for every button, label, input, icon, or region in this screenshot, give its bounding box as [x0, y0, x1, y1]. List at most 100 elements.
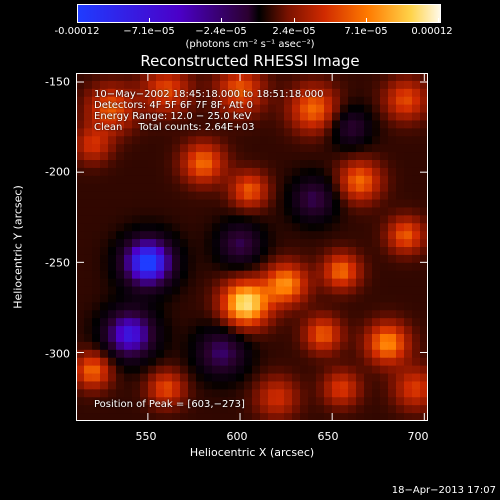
- heatmap-cell: [348, 191, 357, 201]
- heatmap-cell: [164, 112, 173, 122]
- heatmap-cell: [324, 223, 333, 232]
- heatmap-cell: [276, 247, 285, 256]
- heatmap-cell: [356, 349, 365, 359]
- heatmap-cell: [356, 175, 365, 185]
- heatmap-cell: [372, 326, 381, 335]
- heatmap-cell: [164, 294, 173, 303]
- heatmap-cell: [396, 120, 405, 129]
- heatmap-cell: [284, 397, 293, 406]
- heatmap-cell: [172, 104, 181, 114]
- heatmap-cell: [260, 247, 269, 256]
- heatmap-cell: [276, 357, 285, 367]
- heatmap-cell: [212, 104, 221, 114]
- heatmap-cell: [228, 223, 237, 232]
- heatmap-cell: [236, 286, 245, 296]
- heatmap-cell: [100, 207, 109, 216]
- colorbar-tick-label: -0.00012: [54, 26, 100, 37]
- heatmap-cell: [84, 381, 93, 390]
- heatmap-cell: [100, 278, 109, 288]
- heatmap-cell: [308, 270, 317, 280]
- heatmap-cell: [340, 357, 349, 367]
- colorbar-tick-label: 7.1e−05: [344, 26, 388, 37]
- heatmap-cell: [132, 310, 141, 319]
- heatmap-cell: [172, 160, 181, 169]
- heatmap-cell: [228, 373, 237, 383]
- heatmap-cell: [148, 120, 157, 129]
- heatmap-cell: [372, 302, 381, 311]
- heatmap-cell: [180, 167, 189, 177]
- heatmap-cell: [356, 239, 365, 248]
- heatmap-cell: [268, 167, 277, 177]
- heatmap-cell: [284, 231, 293, 240]
- heatmap-cell: [124, 326, 133, 335]
- heatmap-cell: [172, 294, 181, 303]
- heatmap-cell: [164, 80, 173, 90]
- heatmap-cell: [292, 389, 301, 398]
- heatmap-cell: [396, 112, 405, 122]
- heatmap-cell: [356, 365, 365, 375]
- heatmap-cell: [244, 326, 253, 335]
- heatmap-cell: [396, 318, 405, 327]
- heatmap-cell: [284, 334, 293, 343]
- heatmap-cell: [316, 262, 325, 272]
- heatmap-cell: [100, 294, 109, 303]
- heatmap-cell: [108, 294, 117, 303]
- heatmap-cell: [156, 310, 165, 319]
- heatmap-cell: [316, 73, 325, 82]
- heatmap-cell: [396, 334, 405, 343]
- heatmap-cell: [308, 381, 317, 390]
- heatmap-cell: [156, 247, 165, 256]
- heatmap-cell: [84, 160, 93, 169]
- heatmap-cell: [396, 405, 405, 414]
- heatmap-cell: [204, 278, 213, 288]
- heatmap-cell: [268, 318, 277, 327]
- heatmap-cell: [396, 183, 405, 193]
- heatmap-cell: [236, 136, 245, 145]
- heatmap-cell: [212, 183, 221, 193]
- heatmap-cell: [124, 73, 133, 82]
- heatmap-cell: [188, 152, 197, 161]
- heatmap-cell: [348, 349, 357, 359]
- heatmap-cell: [116, 413, 125, 421]
- heatmap-cell: [244, 389, 253, 398]
- heatmap-cell: [284, 167, 293, 177]
- heatmap-cell: [300, 405, 309, 414]
- heatmap-cell: [292, 334, 301, 343]
- heatmap-cell: [228, 175, 237, 185]
- heatmap-cell: [364, 160, 373, 169]
- heatmap-cell: [164, 104, 173, 114]
- heatmap-cell: [412, 239, 421, 248]
- heatmap-cell: [316, 270, 325, 280]
- heatmap-cell: [396, 373, 405, 383]
- heatmap-cell: [332, 310, 341, 319]
- heatmap-cell: [260, 112, 269, 122]
- heatmap-cell: [292, 286, 301, 296]
- heatmap-cell: [372, 405, 381, 414]
- heatmap-cell: [308, 136, 317, 145]
- heatmap-cell: [252, 88, 261, 98]
- heatmap-cell: [140, 373, 149, 383]
- heatmap-cell: [252, 167, 261, 177]
- heatmap-cell: [100, 239, 109, 248]
- heatmap-cell: [100, 191, 109, 201]
- colorbar-tickmark: [149, 18, 150, 22]
- heatmap-cell: [212, 254, 221, 264]
- heatmap-cell: [324, 397, 333, 406]
- heatmap-cell: [92, 199, 101, 209]
- heatmap-cell: [332, 231, 341, 240]
- annotation-detectors: Detectors: 4F 5F 6F 7F 8F, Att 0: [94, 100, 254, 111]
- heatmap-cell: [420, 318, 428, 327]
- heatmap-cell: [228, 199, 237, 209]
- heatmap-cell: [132, 278, 141, 288]
- heatmap-cell: [380, 302, 389, 311]
- heatmap-cell: [300, 389, 309, 398]
- heatmap-cell: [188, 104, 197, 114]
- heatmap-cell: [316, 175, 325, 185]
- heatmap-cell: [332, 104, 341, 114]
- heatmap-cell: [412, 199, 421, 209]
- heatmap-cell: [148, 357, 157, 367]
- heatmap-cell: [420, 96, 428, 106]
- heatmap-cell: [84, 175, 93, 185]
- heatmap-cell: [172, 318, 181, 327]
- heatmap-cell: [172, 373, 181, 383]
